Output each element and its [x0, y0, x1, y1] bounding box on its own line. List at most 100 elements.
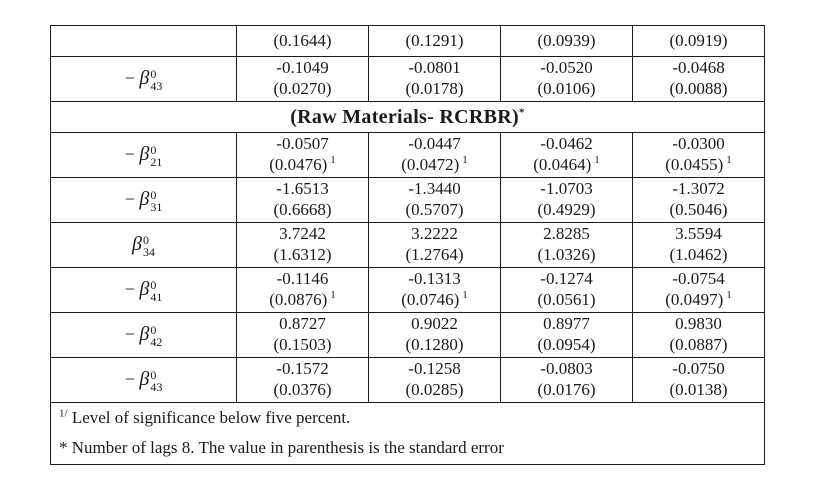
section-title: (Raw Materials- RCRBR) — [290, 105, 519, 128]
minus-sign: − — [124, 278, 140, 299]
standard-error-value: (0.0464) — [533, 155, 592, 174]
estimate-cell: -1.0703 (0.4929) — [500, 177, 633, 223]
coefficient-label-cell: − β 0 21 — [50, 132, 237, 178]
coefficient-value: -0.0507 — [276, 134, 329, 154]
section-header-row: (Raw Materials- RCRBR)* — [50, 101, 765, 133]
estimate-cell: -0.1258 (0.0285) — [368, 357, 501, 403]
beta-symbol: β — [139, 322, 150, 345]
coefficient-value: 3.7242 — [279, 224, 326, 244]
table-row: − β 0 43 -0.1572 (0.0376) -0.1258 (0.0285) -0.0… — [50, 357, 765, 403]
footnote-line: * Number of lags 8. The value in parenth… — [59, 438, 756, 459]
coefficient-value: -0.0750 — [672, 359, 725, 379]
beta-symbol: β — [139, 367, 150, 390]
minus-sign: − — [124, 67, 140, 88]
coefficient-value: -0.0468 — [672, 58, 725, 78]
standard-error-line: (0.0954) — [505, 335, 628, 356]
coefficients-table: (0.1644) (0.1291) (0.0939) (0.0919) − β 0 43 -0… — [50, 25, 765, 466]
table-row: − β 0 42 0.8727 (0.1503) 0.9022 (0.1280) 0.8977… — [50, 312, 765, 358]
estimate-cell: 0.8727 (0.1503) — [236, 312, 369, 358]
standard-error-value: (0.0285) — [405, 380, 464, 399]
standard-error-value: (0.1291) — [405, 30, 464, 50]
standard-error-value: (0.0561) — [537, 290, 596, 309]
standard-error-value: (0.0497) — [665, 290, 724, 309]
standard-error-value: (1.0462) — [669, 245, 728, 264]
coefficient-value: -0.1146 — [276, 269, 329, 289]
beta-superscript: 0 — [150, 143, 157, 158]
standard-error-line: (0.0497) 1 — [637, 290, 760, 311]
standard-error-line: (0.1644) — [241, 31, 364, 52]
standard-error-line: (0.0472) 1 — [373, 155, 496, 176]
standard-error-value: (1.0326) — [537, 245, 596, 264]
estimate-cell: (0.1291) — [368, 25, 501, 57]
standard-error-line: (0.0455) 1 — [637, 155, 760, 176]
standard-error-value: (0.0876) — [269, 290, 328, 309]
minus-sign: − — [124, 323, 140, 344]
beta-superscript: 0 — [150, 188, 157, 203]
beta-superscript: 0 — [150, 368, 157, 383]
section-superscript: * — [518, 106, 525, 119]
standard-error-line: (0.0887) — [637, 335, 760, 356]
coefficient-label-cell — [50, 25, 237, 57]
coefficient-value: -0.0801 — [408, 58, 461, 78]
coefficient-value: -1.3440 — [408, 179, 461, 199]
beta-symbol: β — [139, 66, 150, 89]
coefficient-value: -0.1313 — [408, 269, 461, 289]
beta-symbol: β — [139, 187, 150, 210]
standard-error-value: (1.6312) — [273, 245, 332, 264]
standard-error-line: (0.6668) — [241, 200, 364, 221]
standard-error-line: (0.0178) — [373, 79, 496, 100]
beta-subscript: 31 — [150, 200, 163, 215]
coefficient-symbol: − β 0 31 — [125, 187, 163, 214]
significance-superscript: 1 — [462, 289, 468, 302]
estimate-cell: 3.5594 (1.0462) — [632, 222, 765, 268]
estimate-cell: -0.0462 (0.0464) 1 — [500, 132, 633, 178]
coefficient-symbol: − β 0 41 — [124, 277, 163, 304]
coefficient-symbol: − β 0 21 — [124, 142, 163, 169]
beta-scripts: 0 31 — [150, 189, 162, 213]
estimate-cell: (0.1644) — [236, 25, 369, 57]
coefficient-value: -0.1049 — [276, 58, 329, 78]
standard-error-line: (0.1291) — [373, 31, 496, 52]
coefficient-value: -0.0447 — [408, 134, 461, 154]
standard-error-line: (0.0176) — [505, 380, 628, 401]
beta-subscript: 34 — [142, 245, 155, 260]
coefficient-symbol: − β 0 43 — [125, 367, 163, 394]
estimate-cell: -0.0447 (0.0472) 1 — [368, 132, 501, 178]
estimate-cell: 0.8977 (0.0954) — [500, 312, 633, 358]
coefficient-value: -0.1258 — [408, 359, 461, 379]
standard-error-line: (0.4929) — [505, 200, 628, 221]
estimate-cell: (0.0939) — [500, 25, 633, 57]
coefficient-label-cell: − β 0 41 — [50, 267, 237, 313]
standard-error-line: (0.0464) 1 — [505, 155, 628, 176]
beta-symbol: β — [132, 232, 142, 255]
significance-superscript: 1 — [330, 154, 336, 167]
table-body: (0.1644) (0.1291) (0.0939) (0.0919) − β 0 43 -0… — [50, 25, 765, 466]
standard-error-line: (0.0919) — [637, 31, 760, 52]
standard-error-line: (0.5046) — [637, 200, 760, 221]
coefficient-value: 0.8727 — [279, 314, 326, 334]
standard-error-line: (0.0476) 1 — [241, 155, 364, 176]
beta-symbol: β — [139, 142, 150, 165]
standard-error-line: (1.6312) — [241, 245, 364, 266]
estimate-cell: 3.2222 (1.2764) — [368, 222, 501, 268]
standard-error-value: (0.0954) — [537, 335, 596, 354]
coefficient-value: -0.0462 — [540, 134, 593, 154]
footnote-superscript: 1/ — [59, 407, 68, 420]
standard-error-value: (0.0138) — [669, 380, 728, 399]
footnotes-cell: 1/ Level of significance below five perc… — [50, 401, 765, 466]
estimate-cell: 2.8285 (1.0326) — [500, 222, 633, 268]
footnotes-row: 1/ Level of significance below five perc… — [50, 401, 765, 466]
beta-symbol: β — [139, 277, 150, 300]
estimate-cell: (0.0919) — [632, 25, 765, 57]
coefficient-value: -0.1572 — [276, 359, 329, 379]
beta-scripts: 0 21 — [150, 144, 162, 168]
coefficient-label-cell: − β 0 43 — [50, 357, 237, 403]
coefficient-label-cell: − β 0 31 — [50, 177, 237, 223]
standard-error-value: (0.4929) — [537, 200, 596, 219]
beta-scripts: 0 41 — [150, 279, 162, 303]
beta-superscript: 0 — [150, 323, 157, 338]
minus-sign: − — [124, 143, 140, 164]
standard-error-line: (1.0462) — [637, 245, 760, 266]
significance-superscript: 1 — [594, 154, 600, 167]
coefficient-value: -1.6513 — [276, 179, 329, 199]
